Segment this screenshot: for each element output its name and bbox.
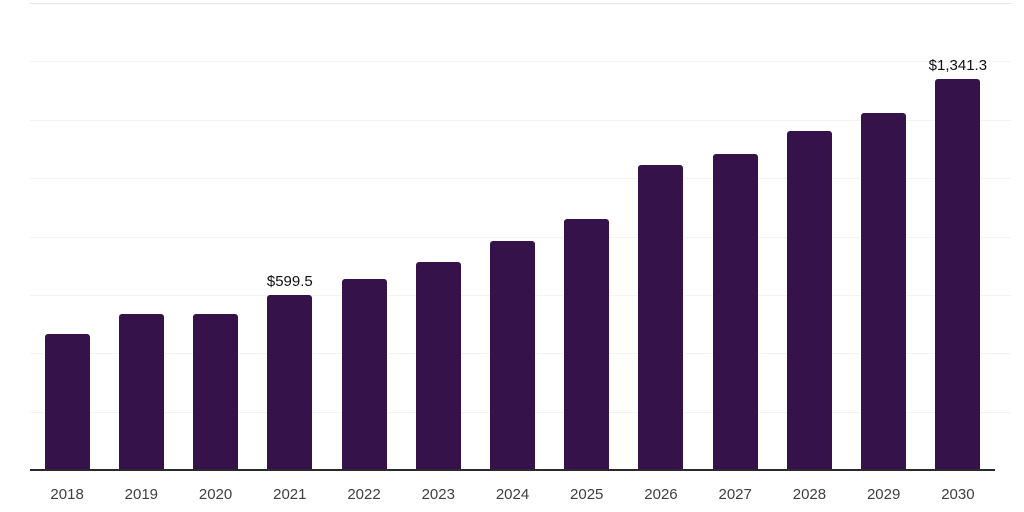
bar-2026 xyxy=(638,164,684,469)
x-axis-line xyxy=(30,469,995,471)
bar-2027 xyxy=(712,154,758,469)
x-tick-label-2020: 2020 xyxy=(198,486,233,503)
bar-2028 xyxy=(786,130,832,469)
bar-2029 xyxy=(861,113,907,469)
x-tick-label-2025: 2025 xyxy=(570,486,604,503)
bar-2024 xyxy=(490,241,535,469)
bar-2020 xyxy=(193,313,239,469)
x-tick-label-2023: 2023 xyxy=(421,486,455,503)
x-tick-label-2030: 2030 xyxy=(941,486,975,503)
x-tick-label-2029: 2029 xyxy=(866,486,901,503)
x-tick-label-2027: 2027 xyxy=(718,486,752,503)
bar-2030 xyxy=(935,78,981,469)
bar-2019 xyxy=(118,314,164,469)
bar-2021 xyxy=(267,295,313,469)
x-tick-label-2028: 2028 xyxy=(792,486,827,503)
gridline-y1400 xyxy=(30,61,1011,63)
x-tick-label-2026: 2026 xyxy=(644,486,678,503)
bar-2023 xyxy=(415,262,461,469)
x-tick-label-2019: 2019 xyxy=(124,486,159,503)
x-tick-label-2022: 2022 xyxy=(347,486,381,503)
bar-2018 xyxy=(44,333,90,469)
data-label-2021: $599.5 xyxy=(266,273,313,291)
bar-2025 xyxy=(564,218,610,469)
gridline-y1600 xyxy=(30,3,1011,4)
data-label-2030: $1,341.3 xyxy=(928,56,988,74)
bar-2022 xyxy=(341,279,387,469)
x-tick-label-2021: 2021 xyxy=(273,486,307,503)
x-tick-label-2024: 2024 xyxy=(495,486,530,503)
x-tick-label-2018: 2018 xyxy=(50,486,84,503)
